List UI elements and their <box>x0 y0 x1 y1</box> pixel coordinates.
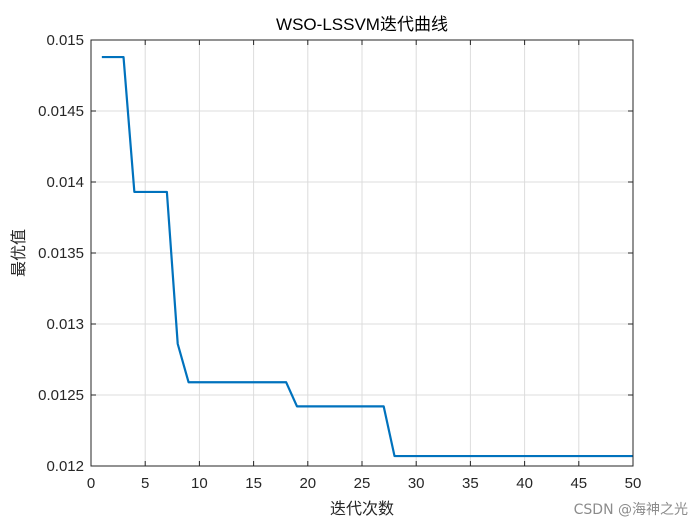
y-tick-label: 0.0145 <box>38 103 84 120</box>
y-axis-title: 最优值 <box>9 229 28 277</box>
series-line <box>101 55 633 458</box>
x-tick-label: 50 <box>625 475 642 492</box>
chart-title: WSO-LSSVM迭代曲线 <box>276 15 448 34</box>
series-layer <box>101 55 633 458</box>
ticks: 0 5 10 15 20 25 30 35 40 45 50 0.012 0.0125 0.013 0.01… <box>38 32 641 492</box>
x-axis-title: 迭代次数 <box>330 499 394 518</box>
x-tick-label: 25 <box>354 475 371 492</box>
x-tick-label: 35 <box>462 475 479 492</box>
y-tick-label: 0.014 <box>46 174 84 191</box>
y-tick-label: 0.013 <box>46 316 84 333</box>
x-tick-label: 0 <box>87 475 95 492</box>
x-tick-label: 45 <box>570 475 587 492</box>
x-tick-label: 30 <box>408 475 425 492</box>
x-tick-label: 10 <box>191 475 208 492</box>
x-tick-label: 15 <box>245 475 262 492</box>
y-tick-label: 0.012 <box>46 458 84 475</box>
watermark: CSDN @海神之光 <box>573 502 688 518</box>
x-tick-label: 20 <box>299 475 316 492</box>
x-tick-label: 5 <box>141 475 149 492</box>
y-tick-label: 0.0125 <box>38 387 84 404</box>
x-tick-label: 40 <box>516 475 533 492</box>
y-tick-label: 0.0135 <box>38 245 84 262</box>
y-tick-label: 0.015 <box>46 32 84 49</box>
